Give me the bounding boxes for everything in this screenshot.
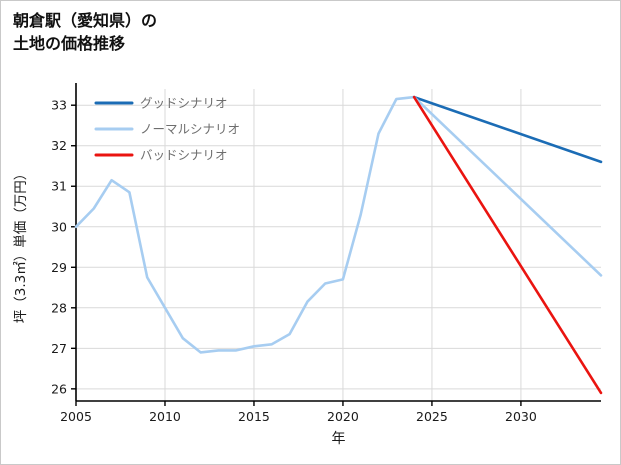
y-tick-label: 27 <box>51 341 67 356</box>
y-tick-label: 33 <box>51 98 67 113</box>
series-history-line <box>74 95 416 354</box>
y-axis-title: 坪（3.3㎡）単価（万円） <box>13 167 29 323</box>
y-tick-label: 32 <box>51 138 67 153</box>
chart-title-line1: 朝倉駅（愛知県）の <box>13 11 158 30</box>
chart-title-line2: 土地の価格推移 <box>13 34 126 54</box>
series-normal-line <box>412 95 603 277</box>
x-tick-label: 2030 <box>505 409 537 424</box>
legend-label-bad: バッドシナリオ <box>140 148 228 163</box>
x-tick-label: 2020 <box>327 409 359 424</box>
series-bad-line <box>412 95 603 395</box>
y-tick-label: 26 <box>51 381 67 396</box>
legend-label-normal: ノーマルシナリオ <box>140 122 240 137</box>
x-tick-label: 2005 <box>60 409 92 424</box>
y-tick-label: 29 <box>51 260 67 275</box>
series-good-line <box>412 95 603 164</box>
x-tick-label: 2010 <box>149 409 181 424</box>
y-tick-label: 31 <box>51 179 67 194</box>
y-tick-label: 28 <box>51 300 67 315</box>
x-tick-label: 2025 <box>416 409 448 424</box>
legend-label-good: グッドシナリオ <box>140 96 228 111</box>
x-tick-label: 2015 <box>238 409 270 424</box>
chart-title: 朝倉駅（愛知県）の 土地の価格推移 <box>13 9 157 55</box>
x-axis-title: 年 <box>332 431 346 447</box>
y-tick-label: 30 <box>51 219 67 234</box>
